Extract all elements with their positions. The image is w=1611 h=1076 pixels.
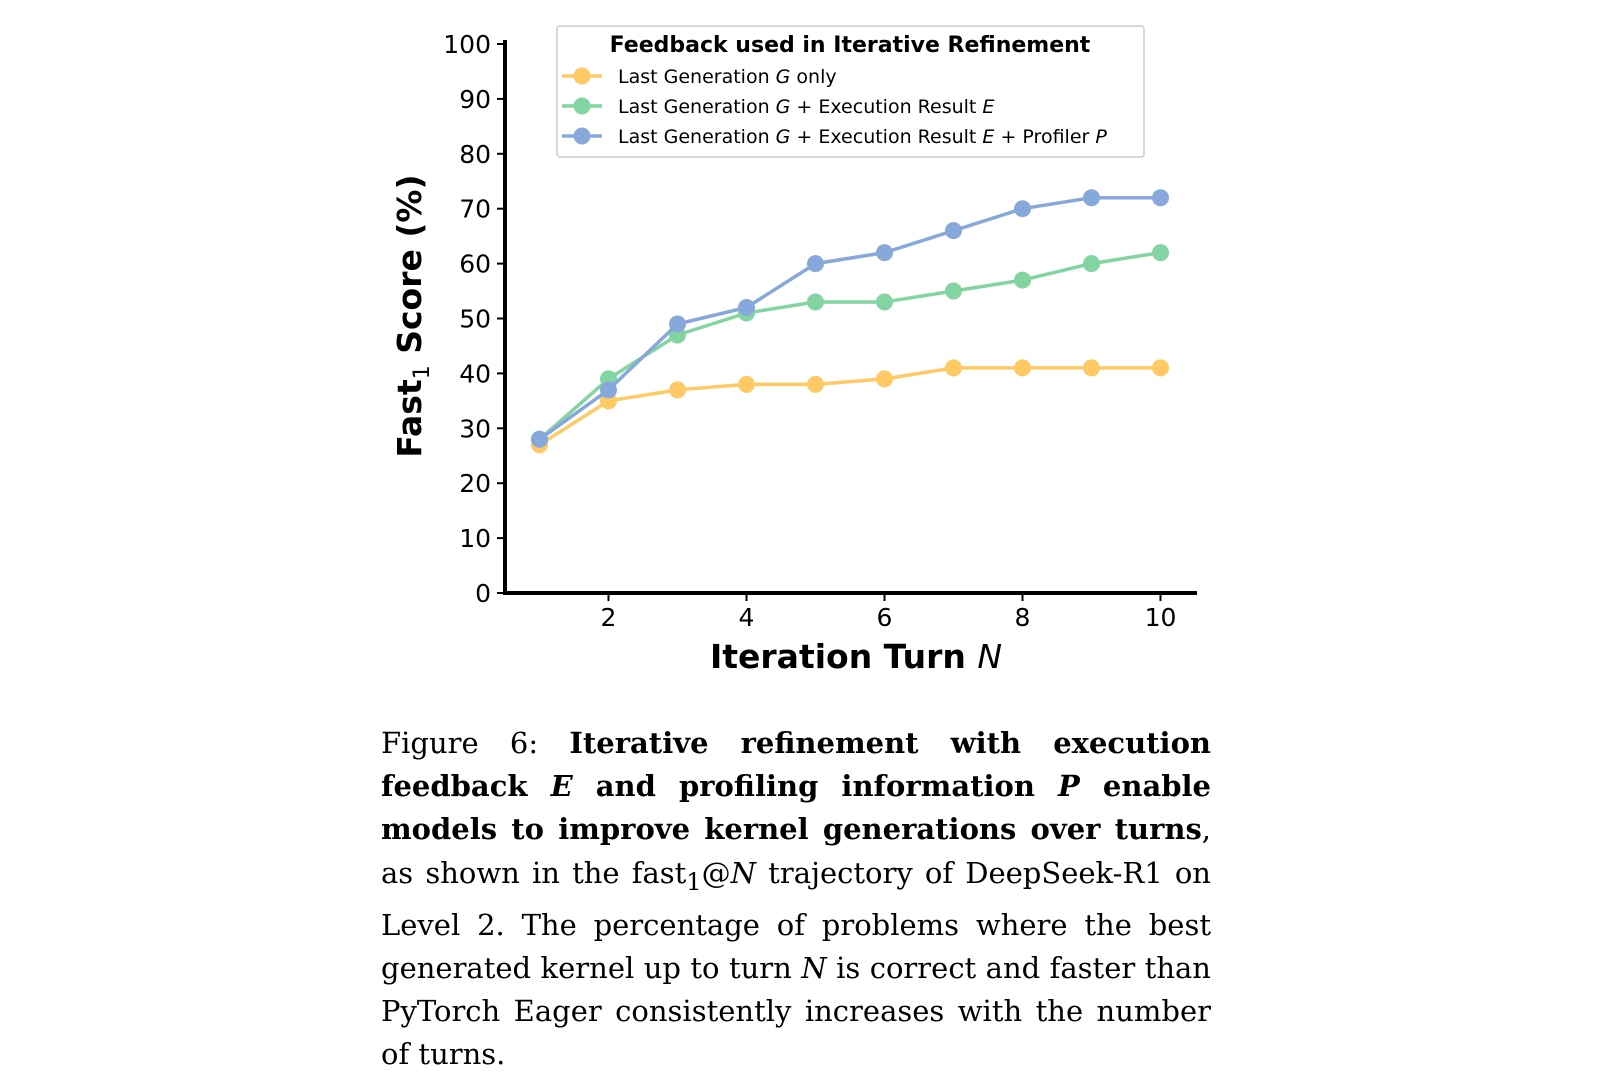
- caption-var-n-1: N: [730, 855, 757, 890]
- y-tick-label: 30: [459, 414, 491, 443]
- y-tick-label: 90: [459, 85, 491, 114]
- legend-title: Feedback used in Iterative Refinement: [610, 33, 1091, 58]
- series-line: [538, 195, 1161, 441]
- data-point: [669, 315, 686, 333]
- series-layer: [531, 189, 1169, 454]
- x-tick-label: 4: [739, 603, 755, 632]
- y-tick-label: 100: [443, 30, 491, 59]
- data-point: [807, 293, 824, 311]
- legend-entry-2: Last Generation G + Execution Result E: [562, 96, 994, 118]
- y-tick-label: 50: [459, 305, 491, 334]
- caption-text-4: is correct and faster than PyTorch Eager…: [381, 950, 1211, 1072]
- data-point: [876, 293, 893, 311]
- series-1: [531, 359, 1169, 454]
- caption-bold-3: en­able models to improve kernel generat…: [381, 769, 1211, 847]
- series-3: [531, 189, 1169, 448]
- caption-text-1: , as shown in the fast: [381, 812, 1211, 890]
- caption-label: Figure 6:: [381, 726, 570, 760]
- y-tick-label: 20: [459, 469, 491, 498]
- y-tick-label: 0: [475, 579, 491, 608]
- x-axis-title: Iteration Turn N: [710, 637, 1002, 676]
- data-point: [945, 282, 962, 300]
- data-point: [738, 299, 755, 317]
- x-tick-label: 8: [1015, 603, 1031, 632]
- data-point: [876, 244, 893, 262]
- chart: 0 10 20 30 40 50 60 70 80 90 100 2 4 6 8 10 Iteration …: [390, 25, 1197, 676]
- y-tick-label: 80: [459, 140, 491, 169]
- caption-text-2: @: [701, 855, 731, 890]
- data-point: [876, 370, 893, 388]
- data-point: [945, 359, 962, 377]
- data-point: [669, 381, 686, 399]
- data-point: [1083, 359, 1100, 377]
- data-point: [738, 375, 755, 393]
- data-point: [807, 375, 824, 393]
- legend-entry-3: Last Generation G + Execution Result E +…: [562, 126, 1107, 148]
- data-point: [1014, 359, 1031, 377]
- caption-subscript: 1: [686, 867, 702, 896]
- data-point: [600, 381, 617, 399]
- caption-bold-var-p: P: [1058, 769, 1080, 804]
- data-point: [1014, 200, 1031, 218]
- caption-bold-var-e: E: [550, 769, 573, 804]
- legend-entry-1: Last Generation G only: [562, 66, 837, 88]
- legend-entries: Last Generation G only Last Generation G …: [562, 66, 1107, 148]
- data-point: [531, 430, 548, 448]
- series-line: [538, 250, 1161, 441]
- figure-caption: Figure 6: Iterative refinement with exec…: [381, 722, 1211, 1076]
- legend-label: Last Generation G + Execution Result E +…: [618, 126, 1107, 148]
- legend-box: [556, 25, 1145, 158]
- legend-label: Last Generation G + Execution Result E: [618, 96, 994, 118]
- series-line: [538, 366, 1161, 447]
- data-point: [1152, 244, 1169, 262]
- data-point: [1083, 189, 1100, 207]
- x-tick-label: 2: [601, 603, 617, 632]
- caption-text-3: trajectory of DeepSeek-R1 on Level 2. Th…: [381, 855, 1211, 985]
- y-tick-label: 60: [459, 250, 491, 279]
- y-tick-label: 10: [459, 524, 491, 553]
- y-axis-title: Fast1 Score (%): [390, 174, 435, 457]
- data-point: [807, 255, 824, 273]
- x-tick-label: 10: [1145, 603, 1177, 632]
- y-tick-label: 70: [459, 195, 491, 224]
- caption-bold-2: and profiling information: [572, 769, 1059, 804]
- data-point: [1083, 255, 1100, 273]
- data-point: [1014, 271, 1031, 289]
- legend-label: Last Generation G only: [618, 66, 837, 88]
- y-axis-ticks: 0 10 20 30 40 50 60 70 80 90 100: [443, 30, 505, 608]
- y-tick-label: 40: [459, 359, 491, 388]
- caption-bold-1: Iterative refinement with execution feed…: [381, 726, 1211, 804]
- legend-marker: [573, 97, 591, 115]
- data-point: [945, 222, 962, 240]
- x-axis-ticks: 2 4 6 8 10: [601, 593, 1177, 632]
- series-2: [531, 244, 1169, 448]
- legend-marker: [573, 67, 591, 85]
- legend: Feedback used in Iterative Refinement La…: [556, 25, 1145, 158]
- data-point: [1152, 359, 1169, 377]
- legend-marker: [573, 127, 591, 145]
- x-tick-label: 6: [877, 603, 893, 632]
- data-point: [1152, 189, 1169, 207]
- caption-var-n-2: N: [801, 950, 827, 985]
